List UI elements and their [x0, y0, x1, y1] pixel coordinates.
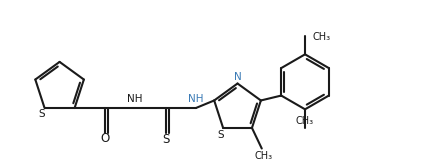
Text: O: O — [100, 132, 110, 146]
Text: CH₃: CH₃ — [296, 116, 314, 126]
Text: CH₃: CH₃ — [254, 151, 273, 161]
Text: S: S — [39, 109, 45, 119]
Text: CH₃: CH₃ — [312, 32, 331, 42]
Text: NH: NH — [188, 94, 203, 104]
Text: S: S — [217, 130, 224, 140]
Text: N: N — [234, 72, 242, 82]
Text: NH: NH — [127, 94, 142, 104]
Text: S: S — [163, 133, 170, 146]
